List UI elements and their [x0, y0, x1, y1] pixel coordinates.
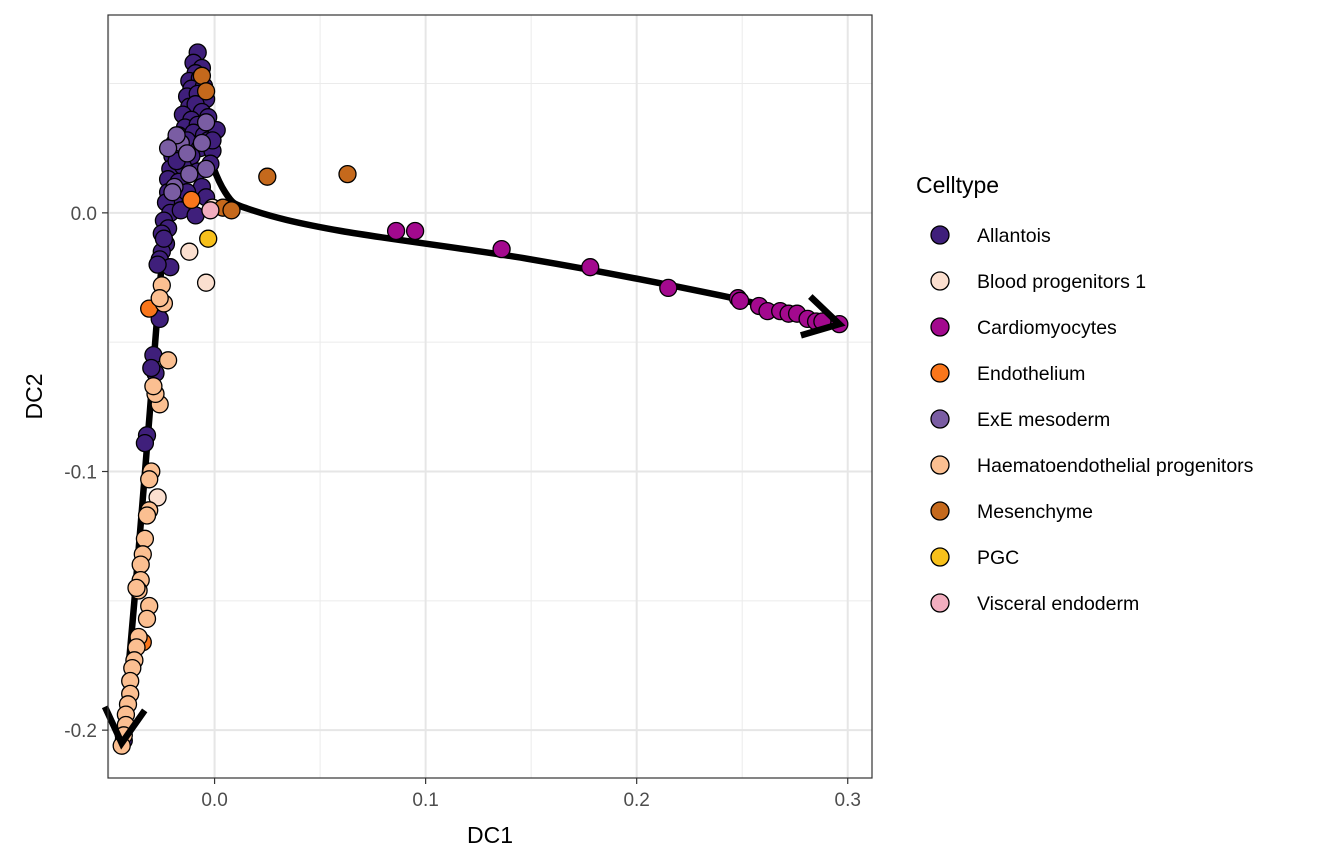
arrowhead-lineage-2 [799, 294, 846, 339]
data-points [112, 43, 849, 755]
data-point [258, 167, 277, 186]
legend-swatch [930, 409, 950, 429]
x-tick-label: 0.0 [201, 790, 227, 811]
data-point [180, 242, 199, 261]
y-tick-label: 0.0 [71, 204, 97, 225]
legend-label: Cardiomyocytes [977, 317, 1117, 339]
data-point [158, 351, 178, 370]
legend-label: PGC [977, 547, 1019, 569]
data-point [196, 82, 216, 101]
legend-swatch [930, 317, 950, 337]
data-point [135, 433, 155, 453]
data-point [167, 126, 186, 145]
data-point [177, 144, 197, 163]
data-point [201, 201, 220, 220]
data-point [137, 609, 157, 629]
data-point [140, 470, 159, 489]
series-exe-mesoderm [158, 113, 216, 202]
data-point [142, 358, 161, 378]
legend-item-endothelium: Endothelium [930, 363, 1085, 385]
x-axis-title: DC1 [467, 822, 513, 848]
data-point [144, 377, 163, 396]
data-point [196, 159, 216, 179]
data-point [192, 133, 212, 153]
legend-label: Allantois [977, 225, 1051, 247]
trajectory-arrowheads [101, 294, 846, 750]
legend-label: ExE mesoderm [977, 409, 1110, 431]
plot-panel-border [107, 14, 873, 779]
series-pgc [199, 229, 218, 248]
data-point [222, 201, 241, 220]
legend-item-visceral-endoderm: Visceral endoderm [930, 593, 1139, 615]
axes: 0.0 0.1 0.2 0.3 0.0 -0.1 -0.2 [64, 204, 861, 811]
data-point [192, 66, 212, 85]
data-point [150, 289, 169, 308]
data-point [148, 255, 167, 274]
legend: Celltype Allantois Blood progenitors 1 Car… [916, 172, 1254, 615]
y-axis-title: DC2 [21, 373, 47, 419]
legend-swatch [930, 363, 950, 383]
legend-swatch [930, 225, 950, 245]
legend-label: Blood progenitors 1 [977, 271, 1146, 293]
legend-item-blood-progenitors-1: Blood progenitors 1 [930, 271, 1146, 293]
data-point [158, 139, 178, 158]
data-point [137, 506, 157, 525]
legend-label: Visceral endoderm [977, 593, 1139, 615]
data-point [127, 578, 146, 598]
legend-label: Mesenchyme [977, 501, 1093, 523]
data-point [730, 291, 750, 310]
legend-item-allantois: Allantois [930, 225, 1051, 247]
data-point [182, 190, 201, 210]
legend-swatch [930, 271, 950, 291]
series-visceral-endoderm [201, 201, 220, 220]
legend-item-haematoendothelial-progenitors: Haematoendothelial progenitors [930, 455, 1254, 477]
data-point [154, 229, 174, 248]
legend-swatch [930, 501, 950, 521]
legend-item-exe-mesoderm: ExE mesoderm [930, 409, 1110, 431]
legend-swatch [930, 593, 950, 613]
data-point [180, 164, 199, 184]
legend-label: Endothelium [977, 363, 1085, 385]
legend-item-pgc: PGC [930, 547, 1019, 569]
data-point [659, 278, 678, 298]
legend-title: Celltype [916, 172, 999, 198]
legend-item-mesenchyme: Mesenchyme [930, 501, 1093, 523]
data-point [386, 221, 406, 241]
data-point [163, 183, 182, 202]
data-point [131, 555, 150, 574]
data-point [581, 258, 600, 277]
legend-swatch [930, 455, 950, 475]
data-point [196, 273, 216, 292]
legend-swatch [930, 547, 950, 567]
legend-item-cardiomyocytes: Cardiomyocytes [930, 317, 1117, 339]
series-cardiomyocytes [386, 221, 849, 334]
legend-label: Haematoendothelial progenitors [977, 455, 1254, 477]
data-point [338, 164, 357, 184]
data-point [135, 529, 155, 548]
y-tick-label: -0.2 [64, 721, 97, 742]
data-point [405, 221, 425, 241]
arrowhead-lineage-1 [101, 705, 148, 750]
x-tick-label: 0.2 [623, 790, 649, 811]
y-tick-label: -0.1 [64, 463, 97, 484]
x-tick-label: 0.1 [412, 790, 438, 811]
data-point [492, 239, 511, 259]
data-point [148, 488, 167, 507]
data-point [196, 113, 216, 132]
data-point [199, 229, 218, 248]
x-tick-label: 0.3 [835, 790, 861, 811]
